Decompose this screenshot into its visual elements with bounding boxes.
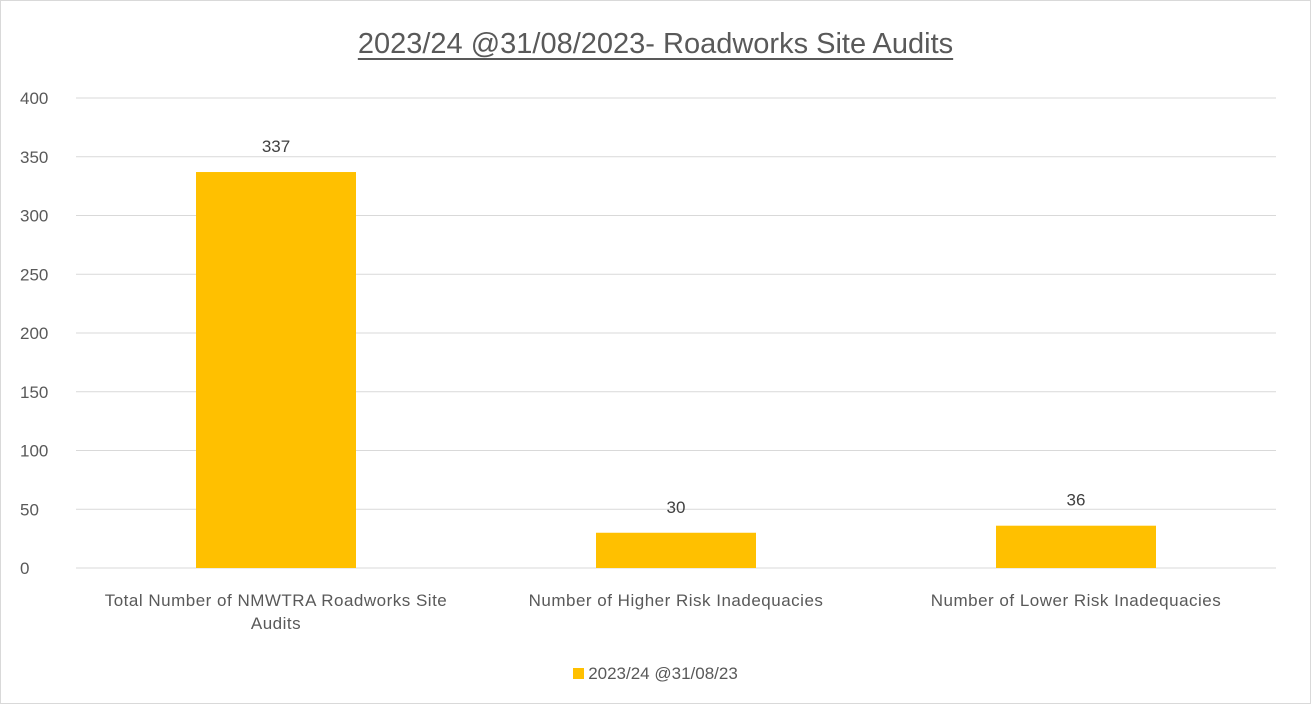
bar	[596, 532, 756, 568]
category-label: Audits	[251, 614, 301, 633]
data-label: 36	[1067, 491, 1086, 510]
data-labels: 337 30 36	[262, 137, 1086, 517]
y-tick-label: 200	[20, 324, 48, 343]
legend-swatch	[573, 668, 585, 679]
y-axis-ticks: 0 50 100 150 200 250 300 350 400	[20, 89, 48, 578]
data-label: 30	[667, 498, 686, 517]
category-label: Number of Higher Risk Inadequacies	[529, 591, 824, 610]
y-tick-label: 0	[20, 559, 29, 578]
y-tick-label: 100	[20, 442, 48, 461]
bar	[996, 525, 1156, 568]
y-tick-label: 150	[20, 383, 48, 402]
bar	[196, 172, 356, 568]
bars	[196, 172, 1156, 568]
y-tick-label: 250	[20, 265, 48, 284]
legend-label: 2023/24 @31/08/23	[588, 664, 738, 683]
y-tick-label: 300	[20, 207, 48, 226]
legend: 2023/24 @31/08/23	[0, 664, 1311, 684]
category-label: Total Number of NMWTRA Roadworks Site	[105, 591, 448, 610]
y-tick-label: 350	[20, 148, 48, 167]
chart-title: 2023/24 @31/08/2023- Roadworks Site Audi…	[357, 28, 954, 60]
data-label: 337	[262, 137, 290, 156]
y-tick-label: 400	[20, 89, 48, 108]
y-tick-label: 50	[20, 500, 39, 519]
x-axis-labels: Total Number of NMWTRA Roadworks Site Aud…	[105, 591, 1222, 633]
category-label: Number of Lower Risk Inadequacies	[931, 591, 1222, 610]
